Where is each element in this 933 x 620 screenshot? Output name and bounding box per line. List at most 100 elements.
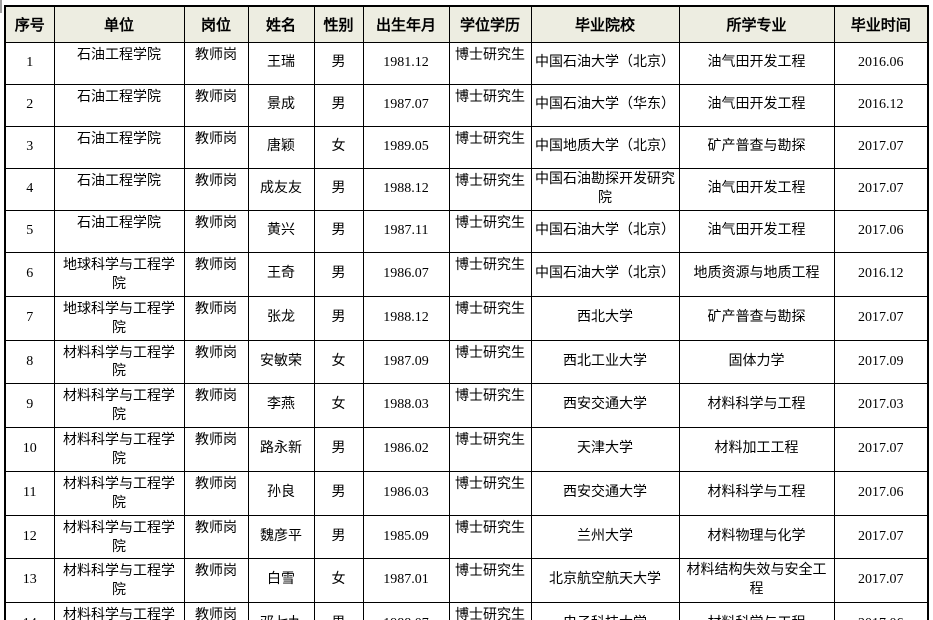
cell-school: 中国石油大学（北京）	[530, 252, 680, 297]
cell-name: 张龙	[247, 295, 315, 341]
table-row: 7 地球科学与工程学院 教师岗 张龙男 1988.12 博士研究生 西北大学 矿产普查与勘探 2…	[4, 295, 929, 341]
cell-degree: 博士研究生	[448, 126, 532, 169]
column-header-post: 岗位	[183, 5, 249, 43]
graduates-table: 序号 单位 岗位 姓名 性别 出生年月 学位学历 毕业院校 所学专业 毕业时间 …	[4, 5, 929, 620]
column-header-graduation-date: 毕业时间	[833, 5, 929, 43]
cell-post: 教师岗	[183, 252, 249, 297]
column-header-unit: 单位	[53, 5, 185, 43]
cell-gender: 女	[313, 383, 364, 429]
header-row: 序号 单位 岗位 姓名 性别 出生年月 学位学历 毕业院校 所学专业 毕业时间	[4, 5, 929, 43]
cell-graduation-date: 2017.06	[833, 602, 929, 620]
cell-school: 中国石油大学（华东）	[530, 84, 680, 127]
cell-post: 教师岗	[183, 42, 249, 85]
cell-degree: 博士研究生	[448, 470, 532, 516]
column-header-name: 姓名	[247, 5, 315, 43]
table-row: 14材料科学与工程学院教师岗邓七九男1988.07博士研究生电子科技大学材料科学…	[4, 602, 929, 620]
cell-name: 景成	[247, 84, 315, 127]
cell-graduation-date: 2017.07	[833, 558, 929, 604]
cell-graduation-date: 2017.07	[833, 514, 929, 560]
cell-name: 唐颖	[247, 126, 315, 169]
cell-birth-date: 1985.09	[362, 514, 450, 560]
cell-unit: 材料科学与工程学院	[53, 470, 185, 516]
cell-degree: 博士研究生	[448, 84, 532, 127]
cell-graduation-date: 2016.12	[833, 84, 929, 127]
cell-school: 北京航空航天大学	[530, 558, 680, 604]
cell-major: 材料科学与工程	[678, 383, 835, 429]
cell-unit: 材料科学与工程学院	[53, 427, 185, 472]
cell-school: 中国地质大学（北京）	[530, 126, 680, 169]
cell-degree: 博士研究生	[448, 602, 532, 620]
table-row: 5 石油工程学院 教师岗 黄兴男 1987.11 博士研究生 中国石油大学（北京） 油气田开发…	[4, 210, 929, 253]
cell-gender: 男	[313, 42, 364, 85]
cell-school: 中国石油大学（北京）	[530, 210, 680, 253]
cell-school: 西北工业大学	[530, 339, 680, 385]
cell-name: 白雪	[247, 558, 315, 604]
column-header-index: 序号	[4, 5, 55, 43]
cell-unit: 石油工程学院	[53, 126, 185, 169]
cell-gender: 女	[313, 339, 364, 385]
cell-degree: 博士研究生	[448, 514, 532, 560]
cell-name: 李燕	[247, 383, 315, 429]
cell-school: 西安交通大学	[530, 383, 680, 429]
cell-major: 油气田开发工程	[678, 210, 835, 253]
table-row: 13 材料科学与工程学院 教师岗 白雪女 1987.01 博士研究生 北京航空航天大学 材料结…	[4, 558, 929, 604]
cell-graduation-date: 2017.07	[833, 168, 929, 211]
cell-post: 教师岗	[183, 602, 249, 620]
table-body: 1 石油工程学院 教师岗 王瑞男 1981.12 博士研究生 中国石油大学（北京） 油气田开发…	[4, 42, 929, 620]
table-row: 2 石油工程学院 教师岗 景成男 1987.07 博士研究生 中国石油大学（华东） 油气田开发…	[4, 84, 929, 127]
cell-post: 教师岗	[183, 514, 249, 560]
column-header-birth-date: 出生年月	[362, 5, 450, 43]
cell-unit: 石油工程学院	[53, 84, 185, 127]
column-header-school: 毕业院校	[530, 5, 680, 43]
cell-school: 中国石油勘探开发研究院	[530, 168, 680, 211]
cell-unit: 材料科学与工程学院	[53, 558, 185, 604]
cell-gender: 女	[313, 558, 364, 604]
cell-graduation-date: 2017.06	[833, 470, 929, 516]
cell-graduation-date: 2017.07	[833, 126, 929, 169]
cell-degree: 博士研究生	[448, 427, 532, 472]
cell-birth-date: 1981.12	[362, 42, 450, 85]
cell-name: 黄兴	[247, 210, 315, 253]
cell-post: 教师岗	[183, 210, 249, 253]
cell-degree: 博士研究生	[448, 339, 532, 385]
cell-post: 教师岗	[183, 84, 249, 127]
cell-graduation-date: 2017.06	[833, 210, 929, 253]
cell-name: 路永新	[247, 427, 315, 472]
cell-unit: 材料科学与工程学院	[53, 514, 185, 560]
cell-birth-date: 1986.07	[362, 252, 450, 297]
cell-birth-date: 1988.03	[362, 383, 450, 429]
cell-birth-date: 1986.03	[362, 470, 450, 516]
cell-school: 天津大学	[530, 427, 680, 472]
cell-degree: 博士研究生	[448, 42, 532, 85]
cell-post: 教师岗	[183, 383, 249, 429]
cell-degree: 博士研究生	[448, 210, 532, 253]
cell-birth-date: 1987.07	[362, 84, 450, 127]
cell-major: 地质资源与地质工程	[678, 252, 835, 297]
cell-index: 7	[4, 295, 55, 341]
cell-index: 5	[4, 210, 55, 253]
cell-index: 10	[4, 427, 55, 472]
cell-birth-date: 1988.12	[362, 168, 450, 211]
cell-unit: 地球科学与工程学院	[53, 252, 185, 297]
cell-index: 2	[4, 84, 55, 127]
cell-birth-date: 1986.02	[362, 427, 450, 472]
cell-major: 材料科学与工程	[678, 470, 835, 516]
cell-name: 邓七九	[247, 602, 315, 620]
table-row: 10 材料科学与工程学院 教师岗 路永新男 1986.02 博士研究生 天津大学 材料加工工程…	[4, 427, 929, 472]
cell-major: 材料加工工程	[678, 427, 835, 472]
cell-school: 西安交通大学	[530, 470, 680, 516]
cell-name: 王瑞	[247, 42, 315, 85]
cell-unit: 石油工程学院	[53, 210, 185, 253]
cell-unit: 材料科学与工程学院	[53, 339, 185, 385]
cell-index: 4	[4, 168, 55, 211]
cell-gender: 男	[313, 602, 364, 620]
cell-major: 材料结构失效与安全工程	[678, 558, 835, 604]
cell-degree: 博士研究生	[448, 252, 532, 297]
cell-school: 兰州大学	[530, 514, 680, 560]
cell-graduation-date: 2017.09	[833, 339, 929, 385]
cell-school: 电子科技大学	[530, 602, 680, 620]
cell-index: 12	[4, 514, 55, 560]
cell-unit: 地球科学与工程学院	[53, 295, 185, 341]
cell-post: 教师岗	[183, 168, 249, 211]
